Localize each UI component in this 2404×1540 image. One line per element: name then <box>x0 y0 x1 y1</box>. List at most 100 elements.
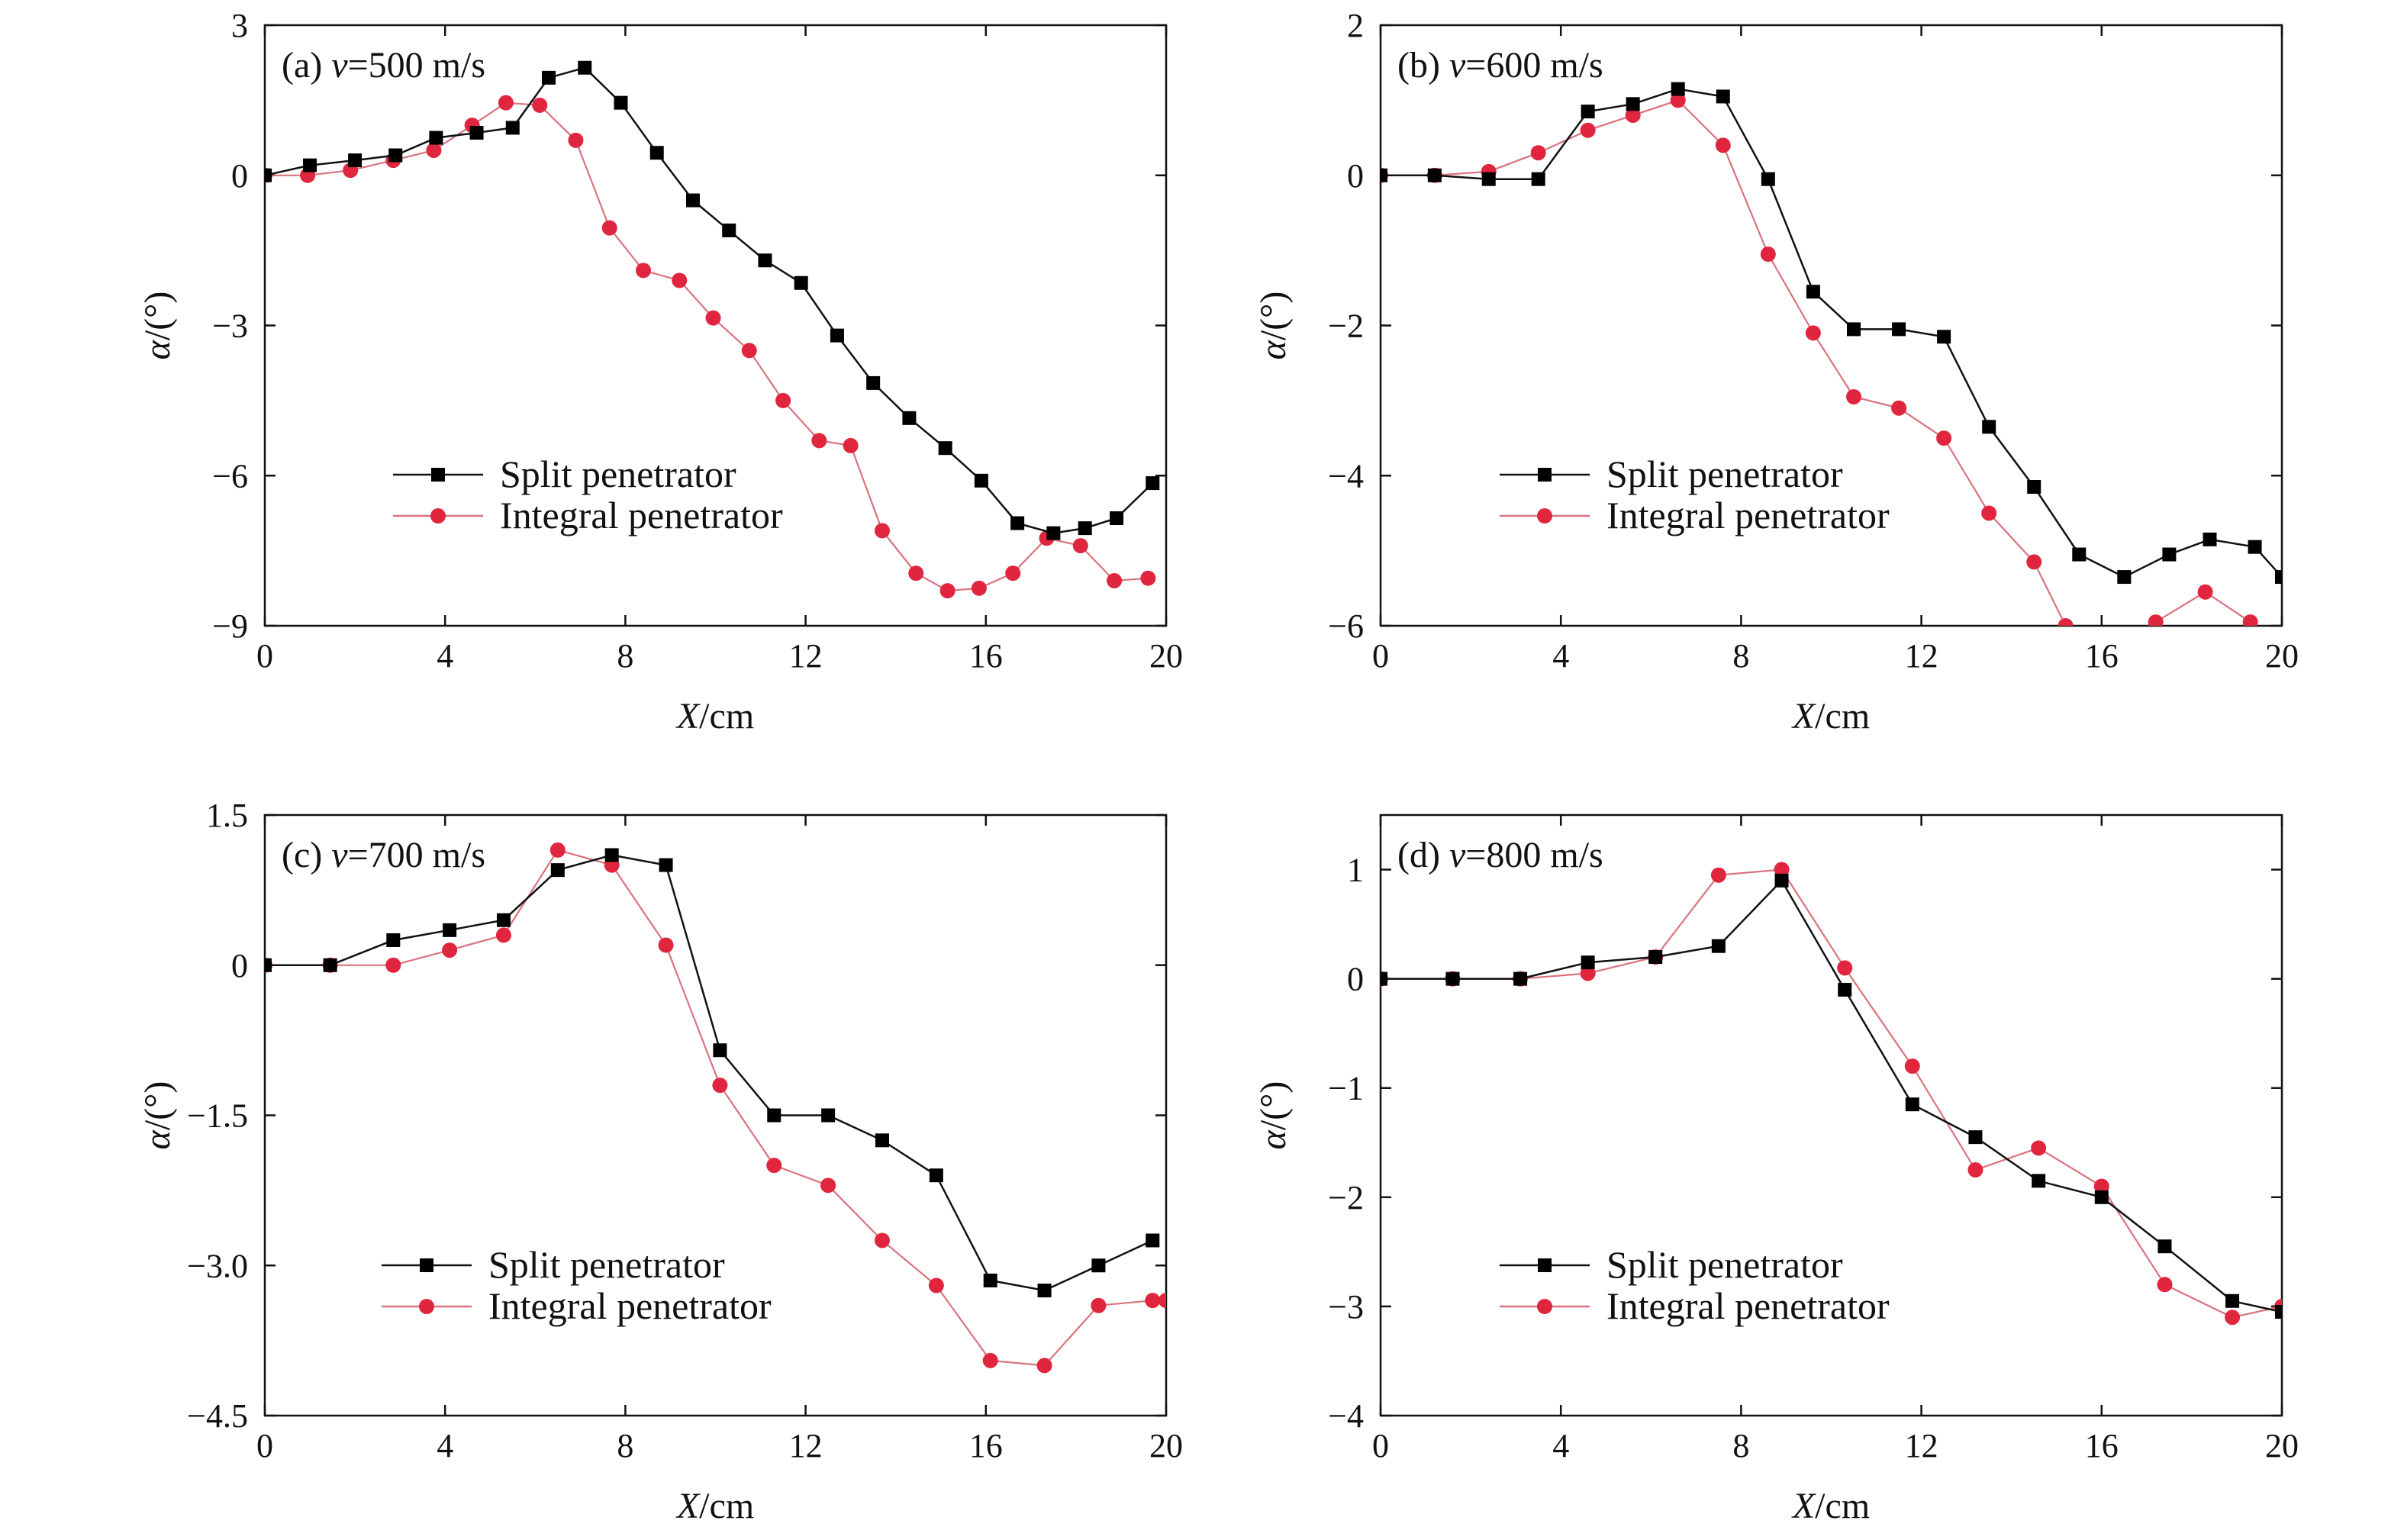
y-tick-label: 0 <box>1347 961 1364 998</box>
split-data-point <box>2203 532 2217 546</box>
legend-marker-integral <box>1537 1299 1552 1314</box>
x-axis-unit: /cm <box>699 696 754 736</box>
x-tick-label: 16 <box>969 1427 1003 1464</box>
x-axis-title: X/cm <box>675 1486 754 1526</box>
integral-data-point <box>568 132 584 148</box>
integral-data-point <box>712 1078 728 1094</box>
split-data-point <box>323 958 337 972</box>
split-data-point <box>1626 97 1640 111</box>
integral-data-point <box>1760 246 1776 263</box>
y-tick-label: −6 <box>1328 607 1364 645</box>
split-data-point <box>2275 570 2282 585</box>
integral-data-point <box>1774 862 1790 878</box>
integral-data-point <box>766 1158 782 1174</box>
y-tick-label: −1.5 <box>187 1097 248 1135</box>
integral-data-point <box>1891 400 1907 416</box>
y-axis-var: α <box>137 1129 178 1149</box>
integral-data-point <box>1846 388 1862 404</box>
legend-label-split: Split penetrator <box>1606 453 1843 495</box>
y-tick-label: −4 <box>1328 457 1364 495</box>
x-tick-label: 8 <box>1732 1427 1749 1464</box>
y-axis-title: α/(°) <box>137 1081 178 1150</box>
x-tick-label: 4 <box>1552 1427 1569 1464</box>
integral-data-point <box>928 1277 944 1294</box>
y-tick-label: 2 <box>1347 7 1364 44</box>
split-data-point <box>2225 1294 2240 1308</box>
integral-data-point <box>1670 92 1686 108</box>
y-tick-label: −2 <box>1328 308 1364 345</box>
x-axis-unit: /cm <box>1815 1486 1870 1526</box>
split-data-point <box>2117 570 2132 585</box>
integral-series-line <box>1381 99 2067 626</box>
integral-data-point <box>601 220 617 236</box>
integral-data-point <box>1145 1293 1161 1309</box>
x-tick-label: 16 <box>2085 1427 2119 1464</box>
y-axis-var: α <box>1253 340 1294 359</box>
legend-marker-integral <box>419 1299 434 1314</box>
x-tick-label: 20 <box>1149 1427 1183 1464</box>
y-axis-title: α/(°) <box>1253 1081 1294 1150</box>
integral-data-point <box>1715 137 1731 153</box>
y-tick-label: −3 <box>212 308 248 345</box>
legend-label-integral: Integral penetrator <box>488 1284 772 1327</box>
split-data-point <box>1937 330 1951 344</box>
integral-data-point <box>2093 1178 2109 1194</box>
split-series-line <box>265 854 1153 1292</box>
panel-label: (b) v=600 m/s <box>1397 45 1603 85</box>
x-axis-unit: /cm <box>699 1486 754 1526</box>
split-data-point <box>2094 1190 2109 1204</box>
integral-data-point <box>1036 1358 1052 1374</box>
split-data-point <box>2248 540 2262 554</box>
integral-data-point <box>426 142 442 158</box>
split-data-point <box>1711 939 1726 953</box>
split-data-point <box>1481 172 1496 186</box>
x-tick-label: 4 <box>437 637 453 675</box>
integral-data-point <box>1140 570 1156 586</box>
integral-data-point <box>874 523 890 539</box>
integral-data-point <box>442 942 458 958</box>
y-axis-unit: /(°) <box>1253 1081 1294 1131</box>
split-data-point <box>649 146 664 160</box>
y-axis-unit: /(°) <box>137 292 178 341</box>
x-axis-var: X <box>1791 1486 1816 1526</box>
split-data-point <box>496 913 511 927</box>
y-tick-label: 3 <box>231 7 248 44</box>
split-data-point <box>578 60 592 75</box>
split-data-point <box>866 375 881 390</box>
x-tick-label: 16 <box>969 637 1003 675</box>
panel-label: (c) v=700 m/s <box>282 835 485 875</box>
integral-data-point <box>820 1178 836 1194</box>
panel-label: (d) v=800 m/s <box>1397 835 1603 875</box>
integral-data-point <box>549 842 566 858</box>
legend-label-split: Split penetrator <box>1606 1243 1843 1286</box>
integral-data-point <box>1625 108 1641 124</box>
split-data-point <box>2162 547 2177 562</box>
split-data-point <box>713 1043 727 1058</box>
legend-label-split: Split penetrator <box>500 453 736 495</box>
split-data-point <box>938 441 952 456</box>
split-data-point <box>1581 105 1595 119</box>
y-axis-title: α/(°) <box>137 292 178 360</box>
y-tick-label: 1 <box>1347 852 1364 889</box>
split-data-point <box>1445 971 1460 986</box>
series-group <box>1381 862 2282 1326</box>
integral-data-point <box>1530 145 1546 161</box>
x-tick-label: 12 <box>1905 1427 1938 1464</box>
legend-marker-split <box>431 468 445 482</box>
split-data-point <box>1716 89 1730 104</box>
split-data-point <box>1982 420 1996 434</box>
integral-data-point <box>2225 1310 2241 1326</box>
split-data-point <box>2275 1305 2282 1319</box>
split-data-point <box>830 328 844 343</box>
split-data-point <box>2032 1174 2046 1188</box>
split-data-point <box>388 148 403 163</box>
split-data-point <box>348 153 363 168</box>
split-data-point <box>1146 1233 1160 1248</box>
y-tick-label: −4.5 <box>187 1397 248 1435</box>
split-data-point <box>722 223 736 237</box>
series-group <box>265 842 1166 1374</box>
legend-marker-integral <box>430 508 446 524</box>
split-data-point <box>1427 168 1442 182</box>
integral-data-point <box>2058 618 2074 626</box>
